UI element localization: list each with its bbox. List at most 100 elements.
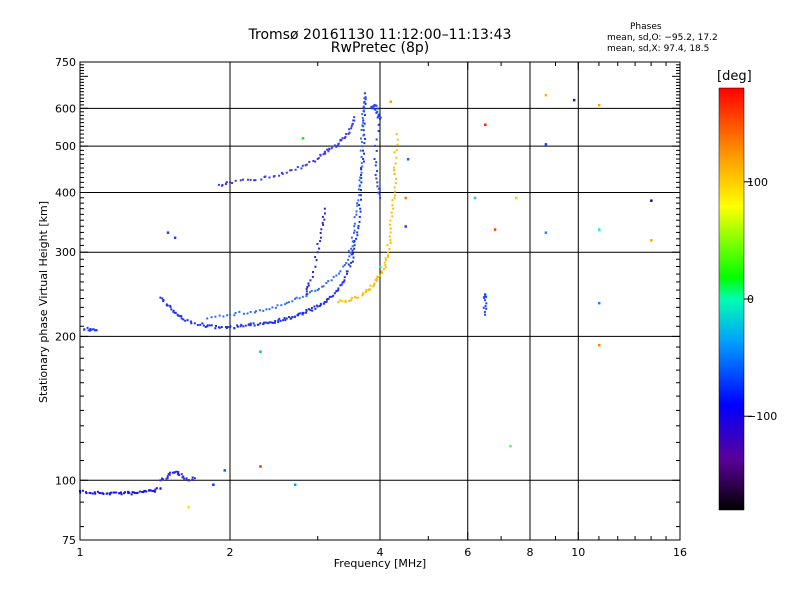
data-point (383, 268, 386, 271)
data-point (274, 320, 277, 323)
x-tick-label: 4 (377, 546, 384, 559)
data-point (268, 321, 271, 324)
data-point (365, 288, 368, 291)
data-point (363, 107, 366, 110)
data-point (321, 215, 324, 218)
data-point (297, 312, 300, 315)
colorbar-ticks: 100 0 −100 (718, 87, 777, 511)
data-point (389, 100, 393, 104)
data-point (187, 505, 190, 509)
data-point (377, 130, 380, 133)
data-point (130, 493, 133, 496)
data-point (389, 241, 392, 244)
data-point (351, 245, 354, 248)
data-point (356, 234, 359, 237)
data-point (393, 173, 396, 176)
data-point (291, 300, 294, 303)
data-point (374, 108, 377, 111)
data-point (358, 203, 361, 206)
data-point (485, 295, 488, 298)
data-point (357, 227, 360, 230)
data-point (307, 308, 310, 311)
data-point (374, 173, 377, 176)
data-point (276, 304, 279, 307)
data-point (173, 236, 177, 240)
data-point (174, 311, 177, 314)
data-point (393, 186, 396, 189)
data-point (169, 305, 172, 308)
data-point (386, 244, 389, 247)
data-point (162, 300, 165, 303)
phases-heading: Phases (630, 22, 662, 32)
data-point (359, 149, 362, 152)
data-point (327, 280, 330, 283)
data-point (395, 178, 398, 181)
data-point (184, 319, 187, 322)
data-point (188, 479, 191, 482)
data-point (323, 207, 326, 210)
data-point (375, 149, 378, 152)
data-point (314, 265, 317, 268)
data-point (388, 248, 391, 251)
phases-x-stats: mean, sd,X: 97.4, 18.5 (607, 44, 710, 54)
data-point (279, 319, 282, 322)
data-point (344, 299, 347, 302)
data-point (484, 313, 487, 316)
data-point (377, 115, 380, 118)
data-point (473, 196, 477, 200)
data-point (310, 307, 313, 310)
data-point (161, 478, 164, 481)
data-point (166, 304, 169, 307)
data-point (358, 220, 361, 223)
data-point (362, 292, 365, 295)
data-point (350, 236, 353, 239)
data-point (265, 308, 268, 311)
axis-ticks: 1 2 4 6 8 10 16 75 100 200 300 400 500 600 750 (55, 56, 687, 559)
data-point (263, 321, 266, 324)
data-point (161, 297, 164, 300)
data-point (325, 281, 328, 284)
data-point (509, 444, 512, 448)
data-point (345, 270, 348, 273)
data-point (352, 256, 355, 259)
data-point (336, 144, 339, 147)
data-point (363, 97, 366, 100)
data-point (359, 176, 362, 179)
data-point (226, 314, 229, 317)
data-point (93, 491, 96, 494)
data-point (145, 490, 148, 493)
data-point (168, 473, 171, 476)
grid-lines (80, 62, 680, 540)
data-point (379, 116, 382, 119)
data-point (224, 326, 227, 329)
data-point (226, 325, 229, 328)
data-point (350, 125, 353, 128)
data-point (327, 150, 330, 153)
data-point (321, 221, 324, 224)
data-point (169, 304, 172, 307)
data-point (133, 491, 136, 494)
data-point (249, 324, 252, 327)
data-point (101, 492, 104, 495)
y-tick-label: 200 (55, 330, 76, 343)
data-point (357, 224, 360, 227)
data-point (360, 128, 363, 131)
data-point (231, 181, 234, 184)
data-point (316, 251, 319, 254)
data-point (391, 204, 394, 207)
data-point (330, 147, 333, 150)
data-point (362, 101, 365, 104)
data-point (362, 134, 365, 137)
data-point (315, 259, 318, 262)
data-point (330, 295, 333, 298)
y-tick-label: 500 (55, 140, 76, 153)
data-point (182, 318, 185, 321)
chart-subtitle: RwPretec (8p) (330, 40, 430, 56)
data-point (307, 282, 310, 285)
data-point (206, 324, 209, 327)
data-point (260, 178, 263, 181)
data-point (189, 320, 192, 323)
data-point (515, 196, 518, 200)
data-point (386, 251, 389, 254)
data-point (311, 271, 314, 274)
